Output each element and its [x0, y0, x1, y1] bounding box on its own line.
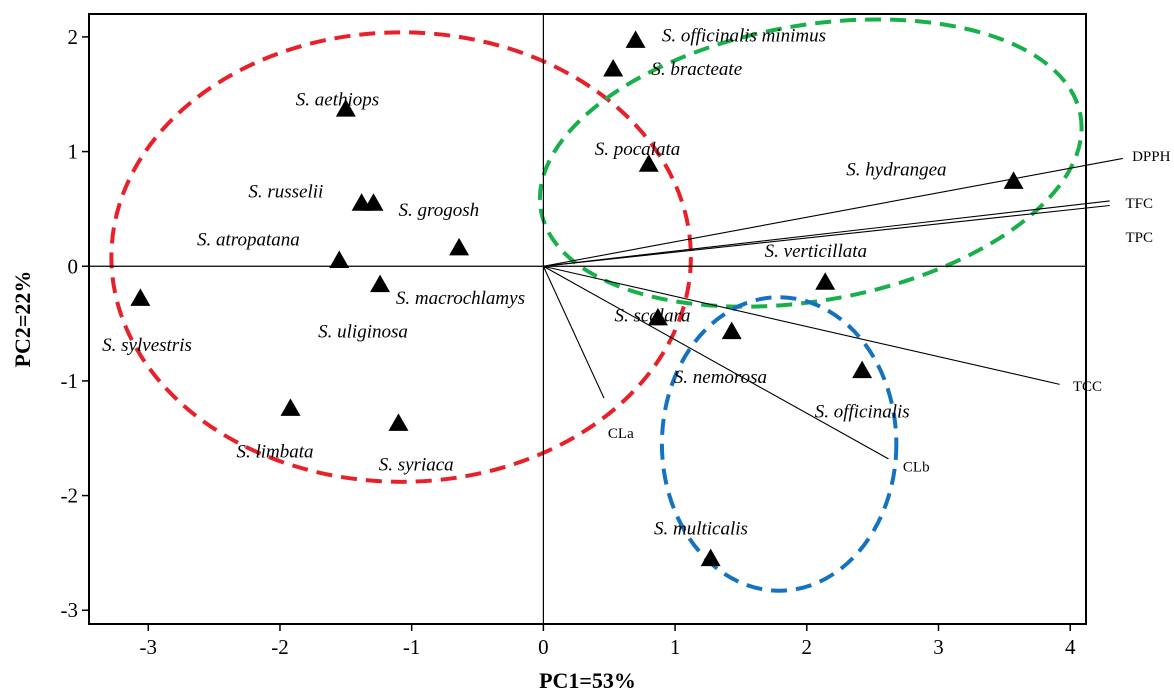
point-s-bracteate [603, 59, 624, 77]
point-label-s-sylvestris: S. sylvestris [102, 335, 192, 356]
point-s-pocalata [638, 154, 659, 172]
point-s-hydrangea [1003, 171, 1024, 189]
point-s-officinalis-minimus [625, 30, 646, 48]
point-label-s-verticillata: S. verticillata [765, 241, 867, 262]
point-label-s-scalara: S. scalara [614, 305, 690, 326]
vector-line-cla [542, 266, 605, 399]
x-tick-label: 2 [802, 635, 813, 659]
axes: -3 -2 -1 0 1 2 3 4 -3 -2 -1 0 1 2 [61, 25, 1076, 659]
point-label-s-officinalis-minimus: S. officinalis minimus [662, 26, 826, 47]
point-s-grogosh [363, 193, 384, 211]
point-label-s-hydrangea: S. hydrangea [846, 160, 946, 181]
x-tick-label: -1 [403, 635, 421, 659]
point-s-atropatana [449, 237, 470, 256]
x-tick-label: -2 [271, 635, 289, 659]
point-label-s-officinalis: S. officinalis [815, 402, 910, 423]
y-tick-label: 0 [68, 254, 79, 278]
point-label-s-aethiops: S. aethiops [296, 90, 379, 111]
y-tick-label: 2 [68, 25, 79, 49]
point-label-s-nemorosa: S. nemorosa [674, 367, 767, 388]
point-label-s-russelii: S. russelii [248, 181, 323, 202]
point-s-macrochlamys [329, 250, 350, 269]
point-s-aethiops [335, 99, 356, 117]
point-label-s-uliginosa: S. uliginosa [318, 321, 408, 342]
loading-vectors: DPPH TFC TPC TCC CLa CLb [542, 149, 1171, 476]
y-tick-label: -3 [61, 598, 79, 622]
point-s-officinalis [852, 360, 873, 379]
point-s-uliginosa [370, 274, 391, 293]
vector-label-tpc: TPC [1126, 230, 1154, 246]
vector-label-clb: CLb [903, 460, 930, 476]
point-label-s-limbata: S. limbata [237, 442, 314, 463]
vector-line-tcc [543, 265, 1060, 385]
cluster-ellipse-1 [109, 30, 693, 484]
point-label-s-syriaca: S. syriaca [379, 454, 454, 475]
point-s-nemorosa [721, 321, 742, 340]
cluster-ellipse-3 [659, 295, 899, 593]
point-s-sylvestris [130, 288, 151, 306]
point-label-s-grogosh: S. grogosh [399, 200, 480, 221]
vector-line-clb [543, 265, 889, 460]
point-s-limbata [280, 398, 301, 416]
y-tick-label: -2 [61, 484, 79, 508]
vector-line-tpc [543, 204, 1110, 267]
vector-label-tcc: TCC [1073, 379, 1102, 395]
cluster-ellipses [109, 17, 1084, 593]
point-label-s-macrochlamys: S. macrochlamys [396, 288, 525, 309]
point-label-s-pocalata: S. pocalata [595, 139, 681, 160]
point-s-verticillata [815, 272, 836, 290]
vector-line-dpph [543, 157, 1123, 267]
x-tick-label: 1 [670, 635, 681, 659]
score-points [130, 30, 1024, 567]
vector-line-tfc [543, 200, 1110, 267]
vector-label-cla: CLa [608, 426, 634, 442]
cluster-ellipse-2 [537, 17, 1084, 309]
y-tick-label: -1 [61, 369, 79, 393]
x-tick-label: -3 [140, 635, 158, 659]
reference-lines [89, 14, 1086, 624]
y-tick-label: 1 [68, 140, 79, 164]
vector-label-dpph: DPPH [1132, 149, 1171, 165]
point-label-s-multicalis: S. multicalis [654, 519, 748, 540]
x-tick-label: 0 [538, 635, 549, 659]
point-label-s-atropatana: S. atropatana [197, 230, 300, 251]
point-s-syriaca [388, 413, 409, 431]
point-s-multicalis [700, 548, 721, 567]
x-tick-label: 4 [1065, 635, 1076, 659]
point-labels: S. officinalis minimus S. bracteate S. aet… [102, 26, 946, 540]
point-s-scalara [647, 307, 668, 326]
y-axis-title: PC2=22% [10, 271, 35, 368]
x-axis-title: PC1=53% [539, 668, 636, 693]
point-label-s-bracteate: S. bracteate [651, 59, 742, 80]
vector-label-tfc: TFC [1126, 196, 1154, 212]
plot-frame [88, 13, 1087, 625]
x-tick-label: 3 [933, 635, 944, 659]
